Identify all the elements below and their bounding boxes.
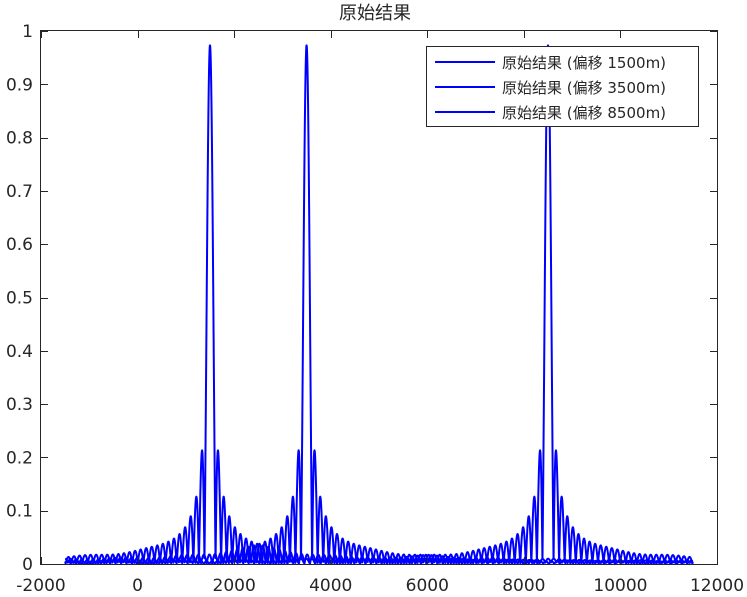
legend-label-8500: 原始结果 (偏移 8500m) [502, 104, 666, 122]
y-tick-label: 0.3 [6, 395, 33, 415]
x-tick-label: 0 [132, 576, 143, 596]
series-layer [64, 44, 694, 565]
plot-frame [40, 30, 718, 565]
y-tick-label: 0.8 [6, 129, 33, 149]
x-tick-label: 4000 [309, 576, 352, 596]
y-tick-label: 0.9 [6, 75, 33, 95]
series-line-8500 [64, 44, 694, 565]
y-tick-label: 0 [22, 555, 33, 575]
x-tick-label: 6000 [406, 576, 449, 596]
x-tick-label: 8000 [502, 576, 545, 596]
y-tick-label: 0.2 [6, 448, 33, 468]
y-tick-label: 0.4 [6, 342, 33, 362]
legend[interactable]: 原始结果 (偏移 1500m) 原始结果 (偏移 3500m) 原始结果 (偏移… [426, 46, 699, 127]
x-tick-label: 2000 [213, 576, 256, 596]
y-tick-label: 1 [22, 22, 33, 42]
legend-label-1500: 原始结果 (偏移 1500m) [502, 54, 666, 72]
x-tick-label: -2000 [16, 576, 65, 596]
legend-label-3500: 原始结果 (偏移 3500m) [502, 79, 666, 97]
chart-title: 原始结果 [339, 3, 411, 24]
x-tick-label: 10000 [593, 576, 647, 596]
y-tick-label: 0.6 [6, 235, 33, 255]
series-line-3500 [64, 44, 694, 565]
y-tick-label: 0.7 [6, 182, 33, 202]
y-tick-label: 0.5 [6, 289, 33, 309]
x-tick-label: 12000 [690, 576, 744, 596]
axes-layer: -2000 0 2000 4000 6000 8000 10000 1200000.10.20… [6, 22, 744, 596]
y-tick-label: 0.1 [6, 502, 33, 522]
